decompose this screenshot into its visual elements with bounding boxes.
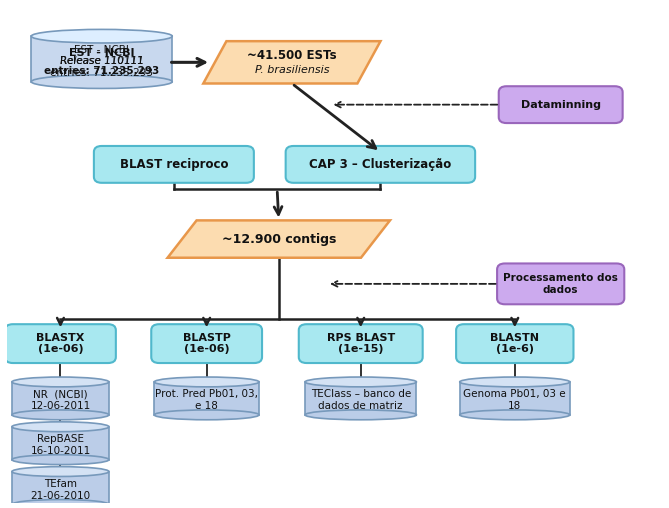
FancyBboxPatch shape (498, 86, 623, 123)
Ellipse shape (154, 410, 259, 420)
Ellipse shape (305, 377, 416, 387)
Ellipse shape (12, 455, 109, 465)
FancyBboxPatch shape (94, 146, 254, 183)
Text: EST - NCBI
Release 110111
entries: 71.235.293: EST - NCBI Release 110111 entries: 71.23… (50, 45, 153, 78)
Text: P. brasiliensis: P. brasiliensis (255, 65, 329, 75)
Ellipse shape (154, 377, 259, 387)
Polygon shape (12, 382, 109, 415)
Ellipse shape (31, 75, 172, 88)
FancyBboxPatch shape (286, 146, 475, 183)
Polygon shape (203, 41, 381, 83)
Polygon shape (12, 427, 109, 460)
Polygon shape (305, 382, 416, 415)
Text: TEClass – banco de
dados de matriz: TEClass – banco de dados de matriz (310, 389, 411, 411)
Polygon shape (154, 382, 259, 415)
Polygon shape (167, 220, 390, 258)
Text: BLASTX
(1e-06): BLASTX (1e-06) (36, 333, 85, 355)
Text: Dataminning: Dataminning (520, 100, 601, 110)
Text: CAP 3 – Clusterização: CAP 3 – Clusterização (309, 158, 452, 171)
Text: Genoma Pb01, 03 e
18: Genoma Pb01, 03 e 18 (464, 389, 566, 411)
Text: Release 110111: Release 110111 (60, 56, 144, 66)
Text: RPS BLAST
(1e-15): RPS BLAST (1e-15) (326, 333, 395, 355)
Text: BLASTN
(1e-6): BLASTN (1e-6) (490, 333, 539, 355)
Ellipse shape (31, 29, 172, 43)
Ellipse shape (460, 377, 570, 387)
FancyBboxPatch shape (497, 264, 624, 304)
Ellipse shape (12, 499, 109, 508)
Polygon shape (31, 36, 172, 82)
FancyBboxPatch shape (456, 324, 573, 363)
Ellipse shape (12, 467, 109, 477)
Ellipse shape (12, 410, 109, 420)
FancyBboxPatch shape (299, 324, 423, 363)
Polygon shape (460, 382, 570, 415)
Text: BLAST reciproco: BLAST reciproco (120, 158, 228, 171)
Text: BLASTP
(1e-06): BLASTP (1e-06) (183, 333, 231, 355)
Text: TEfam
21-06-2010: TEfam 21-06-2010 (30, 479, 90, 500)
Ellipse shape (12, 377, 109, 387)
Text: ~12.900 contigs: ~12.900 contigs (221, 233, 336, 245)
Ellipse shape (12, 422, 109, 432)
Text: RepBASE
16-10-2011: RepBASE 16-10-2011 (30, 434, 90, 456)
FancyBboxPatch shape (5, 324, 116, 363)
Text: ~41.500 ESTs: ~41.500 ESTs (247, 49, 337, 62)
Polygon shape (12, 471, 109, 504)
Text: EST - NCBI: EST - NCBI (69, 48, 134, 58)
Ellipse shape (460, 410, 570, 420)
Text: Prot. Pred Pb01, 03,
e 18: Prot. Pred Pb01, 03, e 18 (155, 389, 258, 411)
Ellipse shape (305, 410, 416, 420)
FancyBboxPatch shape (151, 324, 262, 363)
Text: Processamento dos
dados: Processamento dos dados (503, 273, 618, 295)
Text: NR  (NCBI)
12-06-2011: NR (NCBI) 12-06-2011 (30, 389, 90, 411)
Text: entries: 71.235.293: entries: 71.235.293 (44, 66, 159, 76)
